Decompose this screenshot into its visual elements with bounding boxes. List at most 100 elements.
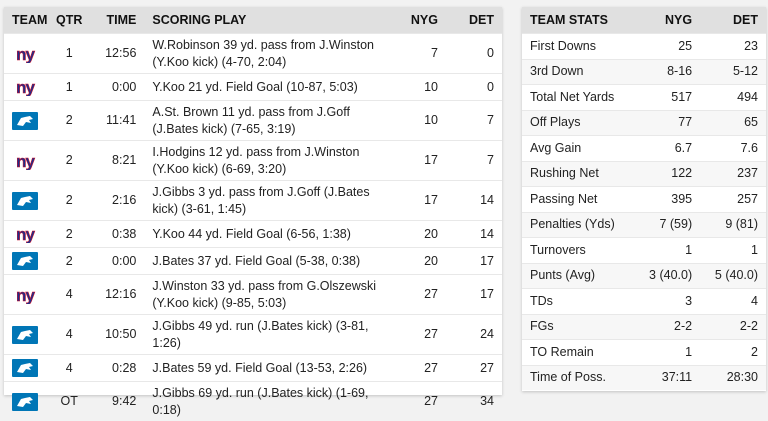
det-stat: 2 [700, 340, 766, 366]
giants-logo-icon: ny [12, 225, 38, 243]
scoring-play-cell: J.Gibbs 49 yd. run (J.Bates kick) (3-81,… [144, 315, 390, 355]
nyg-stat: 3 [634, 289, 700, 315]
nyg-score-cell: 27 [390, 382, 446, 421]
stat-row: Total Net Yards 517 494 [522, 85, 766, 111]
scoring-play-cell: A.St. Brown 11 yd. pass from J.Goff (J.B… [144, 101, 390, 141]
stat-row: First Downs 25 23 [522, 34, 766, 60]
header-team-stats: TEAM STATS [522, 7, 634, 34]
det-score-cell: 14 [446, 221, 502, 248]
header-qtr: QTR [56, 7, 82, 34]
time-cell: 8:21 [82, 141, 144, 181]
time-cell: 9:42 [82, 382, 144, 421]
team-cell: ny [4, 34, 56, 74]
team-cell [4, 315, 56, 355]
qtr-cell: 4 [56, 275, 82, 315]
header-nyg: NYG [634, 7, 700, 34]
team-cell [4, 355, 56, 382]
lions-logo-icon [12, 252, 38, 270]
team-cell [4, 101, 56, 141]
nyg-score-cell: 27 [390, 315, 446, 355]
stat-row: Time of Poss. 37:11 28:30 [522, 365, 766, 390]
scoring-play-cell: J.Bates 59 yd. Field Goal (13-53, 2:26) [144, 355, 390, 382]
header-time: TIME [82, 7, 144, 34]
det-stat: 237 [700, 161, 766, 187]
stat-label: TDs [522, 289, 634, 315]
svg-text:ny: ny [16, 225, 35, 243]
qtr-cell: 2 [56, 181, 82, 221]
det-score-cell: 34 [446, 382, 502, 421]
stat-label: Off Plays [522, 110, 634, 136]
nyg-stat: 77 [634, 110, 700, 136]
scoring-play-cell: J.Gibbs 69 yd. run (J.Bates kick) (1-69,… [144, 382, 390, 421]
stat-row: Turnovers 1 1 [522, 238, 766, 264]
stat-row: TDs 3 4 [522, 289, 766, 315]
nyg-score-cell: 7 [390, 34, 446, 74]
nyg-stat: 3 (40.0) [634, 263, 700, 289]
stat-row: Penalties (Yds) 7 (59) 9 (81) [522, 212, 766, 238]
nyg-stat: 7 (59) [634, 212, 700, 238]
nyg-stat: 6.7 [634, 136, 700, 162]
team-cell: ny [4, 74, 56, 101]
stat-row: Avg Gain 6.7 7.6 [522, 136, 766, 162]
qtr-cell: 2 [56, 221, 82, 248]
det-score-cell: 14 [446, 181, 502, 221]
time-cell: 0:38 [82, 221, 144, 248]
det-stat: 5-12 [700, 59, 766, 85]
team-cell [4, 248, 56, 275]
lions-logo-icon [12, 326, 38, 344]
stat-row: Rushing Net 122 237 [522, 161, 766, 187]
giants-logo-icon: ny [12, 286, 38, 304]
det-score-cell: 0 [446, 74, 502, 101]
time-cell: 11:41 [82, 101, 144, 141]
scoring-play-cell: Y.Koo 44 yd. Field Goal (6-56, 1:38) [144, 221, 390, 248]
nyg-score-cell: 10 [390, 101, 446, 141]
nyg-stat: 37:11 [634, 365, 700, 390]
nyg-score-cell: 27 [390, 275, 446, 315]
nyg-stat: 1 [634, 238, 700, 264]
scoring-row: 2 2:16 J.Gibbs 3 yd. pass from J.Goff (J… [4, 181, 502, 221]
scoring-row: 2 11:41 A.St. Brown 11 yd. pass from J.G… [4, 101, 502, 141]
det-stat: 23 [700, 34, 766, 60]
scoring-play-cell: W.Robinson 39 yd. pass from J.Winston (Y… [144, 34, 390, 74]
det-stat: 7.6 [700, 136, 766, 162]
time-cell: 10:50 [82, 315, 144, 355]
nyg-score-cell: 17 [390, 141, 446, 181]
time-cell: 12:16 [82, 275, 144, 315]
det-score-cell: 7 [446, 101, 502, 141]
det-score-cell: 24 [446, 315, 502, 355]
team-cell: ny [4, 141, 56, 181]
header-det: DET [700, 7, 766, 34]
team-cell [4, 181, 56, 221]
stat-row: FGs 2-2 2-2 [522, 314, 766, 340]
svg-text:ny: ny [16, 78, 35, 96]
scoring-play-cell: Y.Koo 21 yd. Field Goal (10-87, 5:03) [144, 74, 390, 101]
scoring-row: ny 1 12:56 W.Robinson 39 yd. pass from J… [4, 34, 502, 74]
lions-logo-icon [12, 192, 38, 210]
nyg-stat: 122 [634, 161, 700, 187]
stat-label: Time of Poss. [522, 365, 634, 390]
det-score-cell: 17 [446, 248, 502, 275]
lions-logo-icon [12, 393, 38, 411]
nyg-score-cell: 20 [390, 221, 446, 248]
qtr-cell: 4 [56, 355, 82, 382]
nyg-score-cell: 10 [390, 74, 446, 101]
team-cell: ny [4, 221, 56, 248]
scoring-summary-table: TEAM QTR TIME SCORING PLAY NYG DET ny 1 … [4, 7, 502, 395]
scoring-row: 4 0:28 J.Bates 59 yd. Field Goal (13-53,… [4, 355, 502, 382]
time-cell: 0:28 [82, 355, 144, 382]
svg-text:ny: ny [16, 152, 35, 170]
qtr-cell: 2 [56, 141, 82, 181]
svg-text:ny: ny [16, 286, 35, 304]
qtr-cell: 2 [56, 248, 82, 275]
stat-label: Total Net Yards [522, 85, 634, 111]
nyg-stat: 2-2 [634, 314, 700, 340]
scoring-header-row: TEAM QTR TIME SCORING PLAY NYG DET [4, 7, 502, 34]
det-stat: 2-2 [700, 314, 766, 340]
nyg-stat: 25 [634, 34, 700, 60]
det-score-cell: 17 [446, 275, 502, 315]
det-stat: 4 [700, 289, 766, 315]
time-cell: 2:16 [82, 181, 144, 221]
qtr-cell: 1 [56, 74, 82, 101]
giants-logo-icon: ny [12, 78, 38, 96]
